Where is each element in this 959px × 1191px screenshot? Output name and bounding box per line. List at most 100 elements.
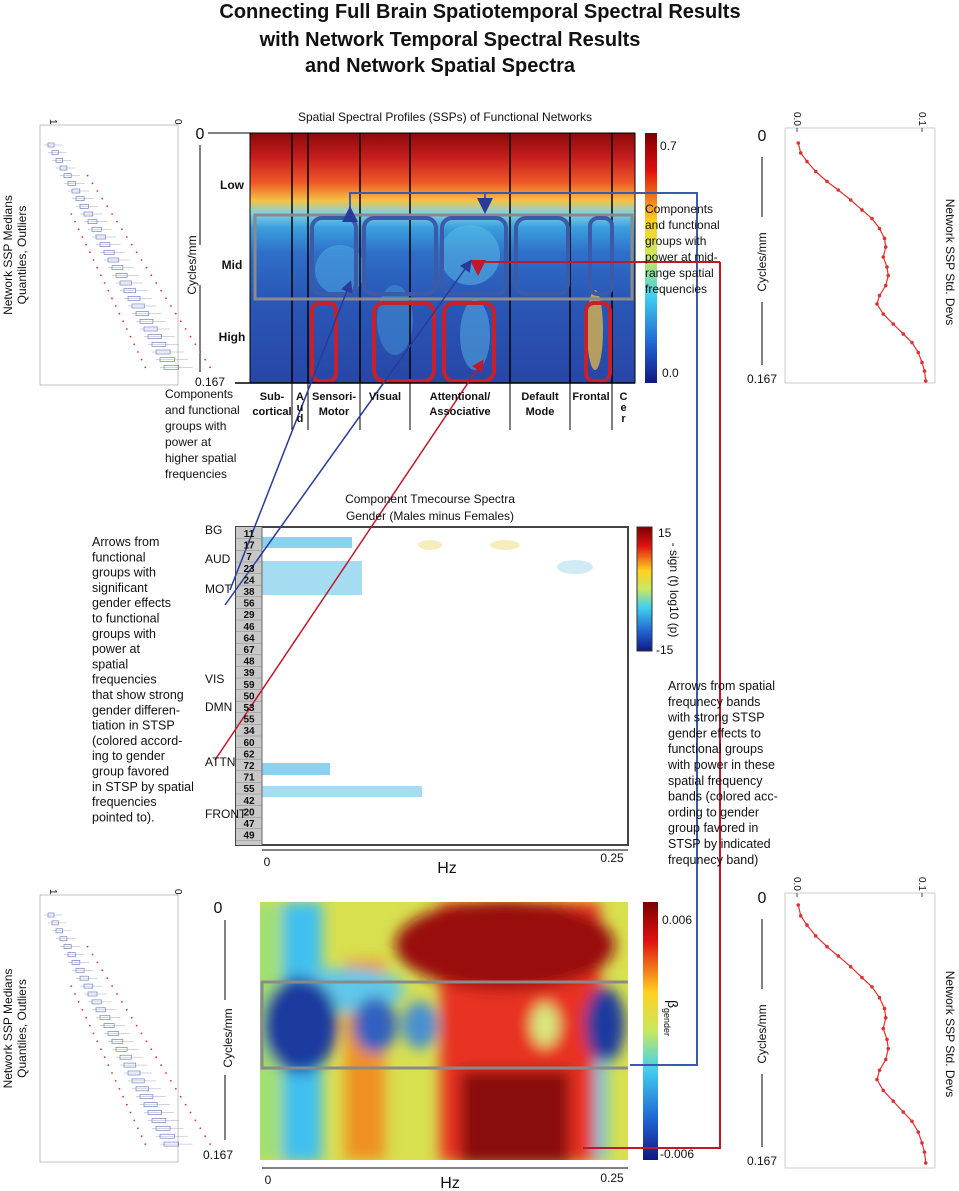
std-line bbox=[797, 142, 927, 382]
group-label: AUD bbox=[205, 552, 231, 566]
left-note: power at bbox=[92, 642, 140, 656]
std-point bbox=[877, 995, 882, 1000]
outlier bbox=[209, 1143, 212, 1145]
outlier bbox=[96, 961, 99, 964]
high-note: groups with bbox=[165, 419, 226, 433]
outlier bbox=[77, 228, 80, 231]
component-label: 72 bbox=[243, 761, 255, 772]
outlier bbox=[189, 1111, 192, 1114]
outlier bbox=[118, 1087, 121, 1090]
mid-note: frequencies bbox=[645, 282, 707, 296]
median-plot: 1 0 Network SSP Medians Quantiles, Outliers bbox=[1, 889, 212, 1163]
middle-colorbar bbox=[636, 526, 653, 652]
outlier bbox=[86, 945, 89, 948]
outlier bbox=[74, 993, 76, 995]
std-point bbox=[798, 914, 803, 918]
std-point bbox=[881, 312, 886, 316]
x-left: 1 bbox=[47, 889, 58, 895]
std-point bbox=[882, 1006, 887, 1011]
std-point bbox=[798, 151, 803, 155]
std-point bbox=[877, 1068, 882, 1073]
outlier bbox=[101, 969, 104, 972]
component-label: 48 bbox=[243, 657, 255, 668]
outlier bbox=[144, 366, 147, 369]
outlier bbox=[129, 335, 132, 338]
outlier bbox=[103, 282, 106, 284]
bottom-colorbar bbox=[643, 902, 658, 1160]
top-colorbar bbox=[645, 133, 657, 383]
x-start: 0 bbox=[265, 1173, 272, 1187]
x-tick-label: 0.1 bbox=[916, 112, 927, 126]
group-label: VIS bbox=[205, 672, 224, 686]
middle-heatmap bbox=[235, 526, 629, 851]
outlier bbox=[91, 182, 94, 185]
outlier bbox=[114, 1080, 117, 1082]
std-point bbox=[877, 226, 882, 231]
high-note: power at bbox=[165, 435, 212, 449]
group-label: MOT bbox=[205, 582, 232, 596]
outlier bbox=[122, 1095, 124, 1098]
outlier bbox=[189, 335, 192, 338]
outlier bbox=[204, 1135, 207, 1138]
colorbar-min: -15 bbox=[656, 643, 674, 657]
outlier bbox=[155, 1056, 158, 1059]
component-label: 53 bbox=[243, 703, 255, 714]
std-line bbox=[797, 904, 927, 1164]
y-top: 0 bbox=[214, 900, 223, 917]
component-label: 24 bbox=[243, 575, 255, 586]
component-label: 49 bbox=[243, 831, 255, 842]
std-point bbox=[875, 302, 879, 306]
band-label: Mid bbox=[222, 258, 243, 272]
plot-title: Network SSP Std. Devs bbox=[943, 199, 957, 326]
y-top: 0 bbox=[758, 890, 767, 907]
y-bottom: 0.167 bbox=[747, 372, 777, 386]
outlier bbox=[165, 1072, 167, 1074]
std-plot: 0.0 0.1 0 0.167 Cycles/mm Network SSP Std. De… bbox=[747, 112, 957, 386]
right-note: group favored in bbox=[668, 821, 758, 835]
outlier bbox=[121, 1001, 123, 1003]
outlier bbox=[101, 197, 104, 200]
component-label: 11 bbox=[244, 529, 255, 540]
outlier bbox=[174, 1087, 177, 1090]
std-point bbox=[910, 1119, 914, 1124]
component-label: 71 bbox=[243, 773, 255, 784]
group-label: r bbox=[621, 413, 626, 425]
group-label: Visual bbox=[369, 391, 401, 403]
outlier bbox=[179, 1095, 182, 1098]
component-label: 46 bbox=[243, 622, 255, 633]
left-note: groups with bbox=[92, 566, 156, 580]
std-point bbox=[805, 923, 809, 927]
outlier bbox=[70, 985, 73, 987]
component-label: 23 bbox=[243, 564, 255, 575]
group-label: Sub- bbox=[260, 391, 285, 403]
group-label: Sensori- bbox=[312, 391, 356, 403]
group-label: Mode bbox=[526, 406, 555, 418]
colorbar-label: - sign (t) log10 (p) bbox=[667, 543, 681, 638]
outlier bbox=[129, 1111, 132, 1114]
mid-note: groups with bbox=[645, 234, 706, 248]
top-title: Spatial Spectral Profiles (SSPs) of Func… bbox=[298, 110, 592, 124]
component-label: 7 bbox=[246, 552, 252, 563]
outlier bbox=[184, 328, 187, 330]
outlier bbox=[111, 1072, 113, 1074]
component-label: 55 bbox=[243, 715, 255, 726]
colorbar-max: 15 bbox=[658, 526, 672, 540]
outlier bbox=[174, 312, 177, 315]
left-note: group favored bbox=[92, 765, 169, 779]
right-note: bands (colored acc- bbox=[668, 790, 778, 804]
group-label: BG bbox=[205, 523, 222, 537]
left-note: ing to gender bbox=[92, 749, 165, 763]
std-point bbox=[825, 944, 829, 949]
outlier bbox=[106, 205, 109, 208]
x-end: 0.25 bbox=[600, 1171, 624, 1185]
outlier bbox=[85, 243, 87, 246]
std-point bbox=[922, 369, 927, 373]
plot-label: Network SSP Medians bbox=[1, 195, 15, 315]
left-note: in STSP by spatial bbox=[92, 780, 194, 794]
outlier bbox=[96, 190, 99, 192]
title-line: with Network Temporal Spectral Results bbox=[259, 29, 641, 51]
std-point bbox=[881, 255, 886, 259]
outlier bbox=[179, 320, 182, 323]
outlier bbox=[103, 1056, 106, 1059]
